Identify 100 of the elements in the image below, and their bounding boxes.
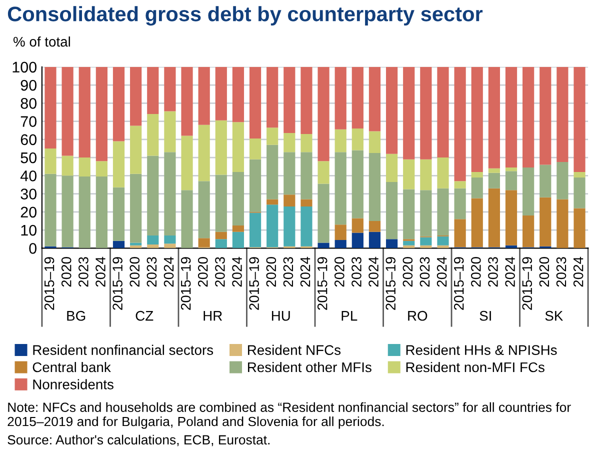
bar: [488, 66, 500, 168]
bar: [96, 176, 108, 248]
bar: [574, 172, 586, 178]
bar: [454, 188, 466, 220]
bar: [44, 148, 56, 174]
x-tick-label: 2023: [283, 257, 294, 287]
bar: [266, 128, 278, 145]
bar: [78, 176, 90, 248]
legend-label: Nonresidents: [33, 379, 114, 390]
bar: [181, 190, 193, 248]
bar: [130, 126, 142, 174]
bar: [522, 216, 534, 248]
x-tick-label: 2015–19: [386, 257, 396, 310]
bar: [386, 239, 398, 248]
x-tick-label: 2020: [266, 257, 276, 287]
bar: [284, 206, 296, 246]
bar: [164, 111, 176, 152]
bar: [334, 129, 346, 152]
x-tick-label: 2020: [198, 257, 208, 287]
bar: [249, 66, 262, 138]
bar: [505, 66, 518, 168]
x-tick-label: 2024: [436, 256, 447, 287]
bar: [403, 189, 415, 240]
bar: [403, 240, 415, 246]
x-tick-label: 2024: [96, 256, 106, 287]
bar: [471, 198, 483, 248]
x-tick-label: 2020: [539, 257, 550, 287]
x-tick-label: 2015–19: [249, 257, 260, 310]
bar: [471, 177, 483, 198]
bar: [454, 181, 466, 188]
bar: [352, 66, 364, 129]
bar: [96, 161, 108, 177]
bar: [556, 162, 568, 200]
bar: [284, 152, 296, 195]
bar: [300, 134, 312, 152]
chart-title: Consolidated gross debt by counterparty sector: [8, 6, 483, 26]
bar: [266, 199, 278, 205]
legend-label: Resident non-MFI FCs: [406, 362, 544, 372]
x-tick-label: 2024: [573, 256, 584, 287]
bar: [488, 188, 500, 248]
bar: [352, 128, 364, 150]
bar: [471, 66, 483, 172]
x-tick-label: 2023: [78, 257, 88, 287]
bar: [488, 172, 500, 188]
legend-label: Resident HHs & NPISHs: [406, 344, 557, 355]
bar: [232, 172, 244, 226]
x-tick-label: 2024: [368, 256, 378, 287]
bar: [181, 66, 193, 136]
text: SK: [545, 310, 564, 321]
y-tick-label: 40: [20, 170, 37, 182]
bar: [386, 154, 398, 182]
bar: [147, 114, 159, 156]
bar: [300, 152, 312, 200]
bar: [181, 136, 193, 190]
y-tick-label: 70: [20, 116, 37, 127]
bar: [266, 204, 278, 248]
bar: [215, 174, 227, 232]
bar: [368, 66, 381, 132]
bar: [488, 168, 500, 173]
y-tick-label: 80: [20, 98, 37, 109]
bar: [540, 164, 552, 198]
bar: [368, 131, 381, 153]
bar: [368, 220, 381, 232]
x-tick-label: 2015–19: [522, 257, 532, 310]
bar: [437, 236, 449, 246]
bar: [215, 239, 227, 248]
bar: [318, 242, 330, 248]
bar: [147, 156, 159, 236]
bar: [215, 66, 227, 120]
bar: [420, 190, 432, 236]
bar: [437, 66, 449, 158]
bar: [403, 66, 415, 160]
bar: [147, 66, 159, 114]
bar: [352, 150, 364, 218]
bar: [130, 242, 142, 246]
bar: [540, 197, 552, 246]
x-tick-label: 2023: [420, 257, 430, 287]
bar: [249, 212, 262, 248]
bar: [318, 161, 330, 184]
bar: [215, 232, 227, 240]
bar: [386, 182, 398, 240]
x-tick-label: 2023: [215, 257, 225, 287]
bar: [334, 240, 346, 248]
bar: [318, 184, 330, 243]
bar: [352, 232, 364, 248]
bar: [198, 124, 210, 182]
bar: [284, 133, 296, 152]
text: SI: [480, 310, 491, 321]
y-tick-label: 100: [12, 62, 37, 73]
bar: [505, 167, 518, 172]
bar: [112, 66, 125, 142]
bar: [78, 158, 90, 177]
bar: [130, 245, 142, 248]
bar: [352, 218, 364, 233]
bar: [266, 66, 278, 128]
bar: [300, 66, 312, 134]
x-tick-label: 2023: [146, 257, 157, 287]
y-tick-label: 20: [20, 206, 37, 218]
bar: [403, 245, 415, 248]
bar: [130, 174, 142, 243]
